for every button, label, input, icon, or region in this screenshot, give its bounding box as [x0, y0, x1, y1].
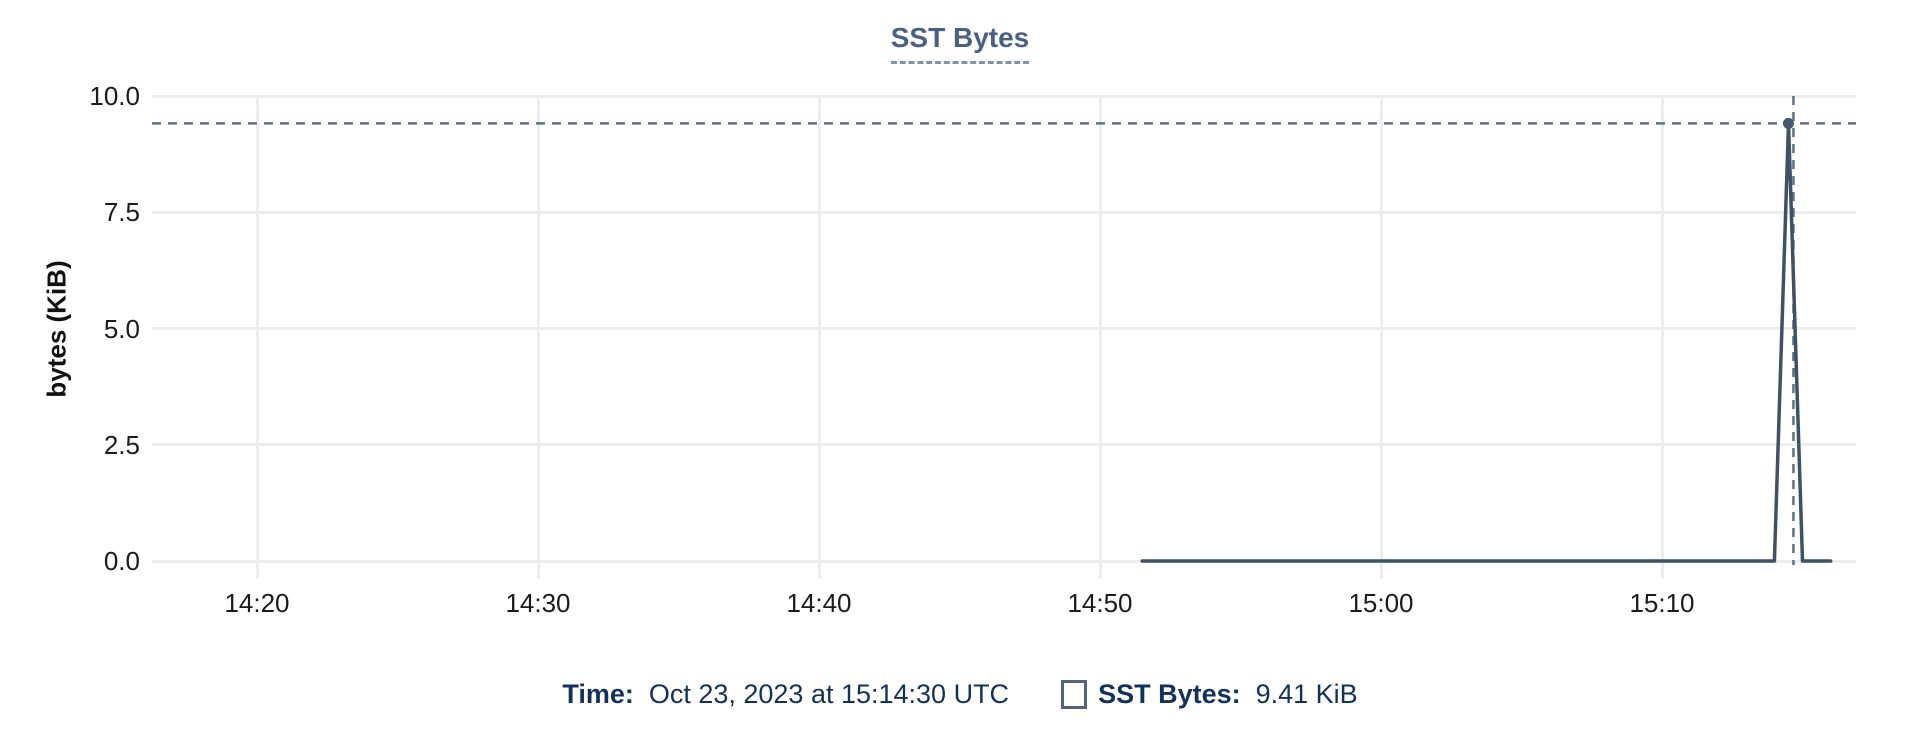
y-axis-tick-label: 5.0 — [103, 313, 140, 344]
x-axis-tick-label: 15:00 — [1348, 588, 1414, 618]
x-axis-tick-label: 14:50 — [1067, 588, 1133, 618]
y-axis-tick-label: 2.5 — [103, 429, 140, 460]
tooltip-time-group: Time: Oct 23, 2023 at 15:14:30 UTC — [562, 679, 1009, 710]
x-axis-tick-label: 14:40 — [786, 588, 852, 618]
y-axis-tick-label: 7.5 — [103, 197, 140, 228]
y-axis-tick-label: 10.0 — [89, 81, 140, 111]
x-axis-tick-label: 15:10 — [1629, 588, 1695, 618]
x-axis-tick-label: 14:30 — [505, 588, 571, 618]
legend-swatch-icon — [1061, 680, 1088, 709]
legend-item-sst-bytes[interactable]: SST Bytes: 9.41 KiB — [1061, 679, 1358, 710]
chart-title-row: SST Bytes — [0, 22, 1920, 64]
gridline-horizontal — [152, 94, 1856, 98]
gridline-horizontal — [152, 210, 1856, 214]
legend-series-value: 9.41 KiB — [1255, 679, 1358, 709]
x-axis-tick-label: 14:20 — [224, 588, 290, 618]
gridline-vertical — [255, 95, 259, 578]
tooltip-time-label: Time: — [562, 679, 634, 709]
tooltip-legend-row: Time: Oct 23, 2023 at 15:14:30 UTC SST B… — [0, 679, 1920, 710]
gridline-vertical — [536, 95, 540, 578]
y-axis-tick-label: 0.0 — [103, 546, 140, 576]
chart-title[interactable]: SST Bytes — [890, 22, 1030, 64]
gridline-vertical — [817, 95, 821, 578]
gridline-vertical — [1098, 95, 1102, 578]
legend-series-label: SST Bytes: — [1098, 679, 1241, 709]
gridline-horizontal — [152, 327, 1856, 330]
gridline-horizontal — [152, 559, 1856, 563]
gridline-horizontal — [152, 443, 1856, 447]
tooltip-time-value: Oct 23, 2023 at 15:14:30 UTC — [648, 679, 1010, 709]
plot-area[interactable] — [152, 80, 1856, 580]
